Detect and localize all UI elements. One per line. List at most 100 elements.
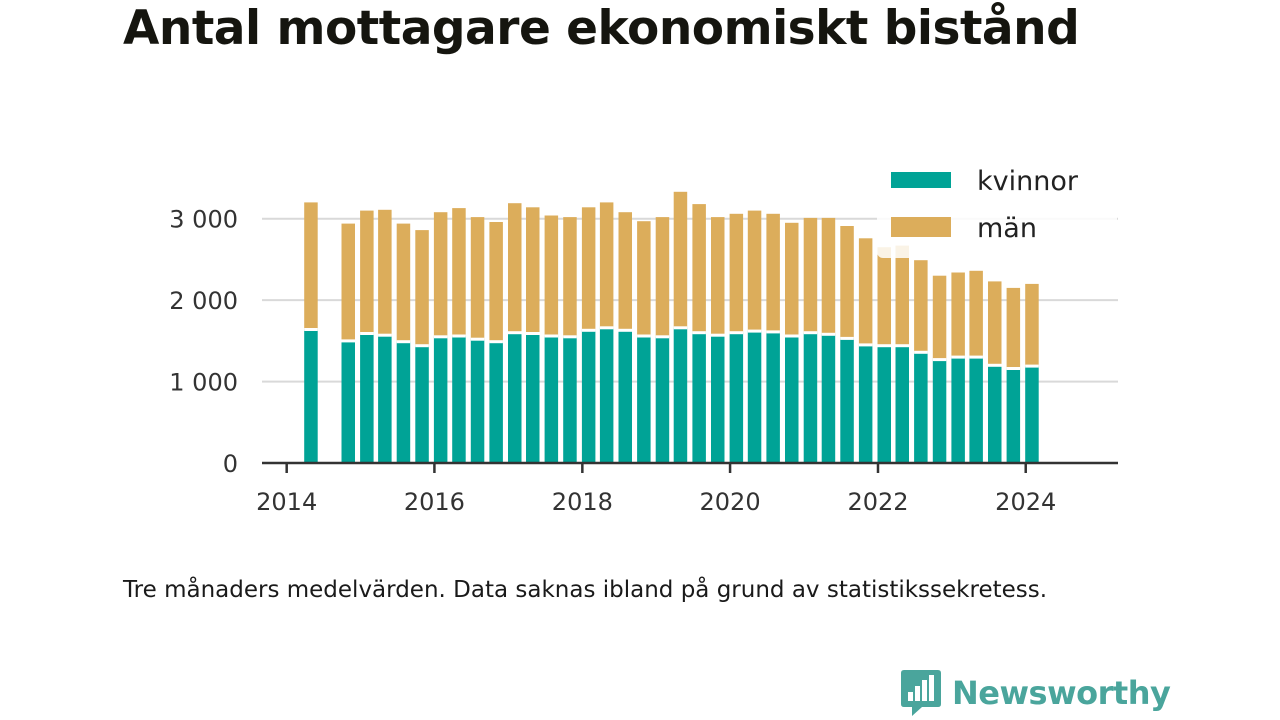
- bar-man: [969, 270, 983, 358]
- y-tick-label: 1 000: [169, 369, 238, 397]
- bar-man: [581, 207, 596, 331]
- bar-segment-separator: [766, 330, 780, 334]
- bar-segment-separator: [378, 333, 392, 337]
- bar-man: [526, 207, 540, 334]
- bar-segment-separator: [360, 332, 374, 335]
- bar-segment-separator: [655, 335, 670, 339]
- bar-kvinnor: [415, 345, 429, 463]
- bar-segment-separator: [785, 334, 799, 338]
- bar-segment-separator: [452, 334, 466, 338]
- bar-man: [433, 212, 448, 337]
- bar-kvinnor: [304, 329, 318, 463]
- bar-kvinnor: [599, 327, 614, 463]
- bar-man: [544, 215, 559, 336]
- bar-kvinnor: [396, 341, 411, 463]
- bar-man: [360, 210, 374, 334]
- bar-segment-separator: [508, 331, 522, 335]
- bar-kvinnor: [711, 335, 725, 463]
- bar-segment-separator: [673, 326, 688, 330]
- bar-segment-separator: [1006, 367, 1021, 370]
- bar-kvinnor: [766, 331, 780, 463]
- bar-kvinnor: [341, 340, 355, 463]
- bar-segment-separator: [304, 328, 318, 331]
- bar-segment-separator: [470, 337, 485, 341]
- legend-label-kvinnor: kvinnor: [977, 166, 1079, 197]
- bar-segment-separator: [599, 326, 614, 330]
- bar-kvinnor: [729, 332, 744, 463]
- bar-kvinnor: [785, 336, 799, 463]
- bar-kvinnor: [840, 338, 854, 463]
- bar-kvinnor: [673, 327, 688, 463]
- bar-segment-separator: [729, 331, 744, 335]
- bar-man: [341, 223, 355, 341]
- bar-man: [821, 217, 836, 335]
- bar-segment-separator: [637, 334, 651, 338]
- legend-swatch-kvinnor: [891, 172, 951, 188]
- bar-kvinnor: [508, 332, 522, 463]
- bar-man: [914, 260, 928, 353]
- bar-segment-separator: [433, 335, 448, 339]
- x-tick-label: 2014: [256, 488, 317, 516]
- bar-man: [747, 210, 762, 332]
- bar-segment-separator: [895, 344, 909, 348]
- bar-kvinnor: [618, 330, 632, 463]
- bar-segment-separator: [618, 328, 632, 332]
- x-tick-label: 2016: [404, 488, 465, 516]
- bar-kvinnor: [951, 357, 965, 463]
- bar-segment-separator: [341, 339, 355, 343]
- bar-kvinnor: [895, 345, 909, 463]
- bar-segment-separator: [840, 336, 854, 340]
- bar-segment-separator: [747, 329, 762, 333]
- bar-man: [840, 226, 854, 339]
- bar-kvinnor: [544, 336, 559, 463]
- brand-logo: Newsworthy: [900, 668, 1171, 718]
- bar-segment-separator: [415, 344, 429, 348]
- legend-swatch-man: [891, 217, 951, 237]
- bar-kvinnor: [581, 330, 596, 463]
- bar-kvinnor: [526, 333, 540, 463]
- y-tick-label: 0: [223, 450, 238, 478]
- bar-man: [396, 223, 411, 342]
- bar-segment-separator: [877, 344, 891, 348]
- bar-segment-separator: [544, 334, 559, 338]
- bar-man: [785, 222, 799, 336]
- bar-man: [415, 230, 429, 346]
- bar-man: [766, 213, 780, 332]
- bar-segment-separator: [803, 331, 818, 335]
- bar-kvinnor: [914, 352, 928, 463]
- bar-man: [858, 238, 873, 345]
- legend: kvinnor män: [877, 160, 1117, 258]
- bar-man: [988, 281, 1002, 366]
- bar-man: [711, 217, 725, 336]
- bar-kvinnor: [969, 357, 983, 463]
- bar-segment-separator: [951, 355, 965, 359]
- bar-man: [378, 209, 392, 336]
- bar-segment-separator: [563, 335, 577, 339]
- bar-kvinnor: [452, 336, 466, 463]
- bar-segment-separator: [914, 350, 928, 354]
- bar-segment-separator: [711, 333, 725, 337]
- bar-man: [895, 245, 909, 346]
- bar-man: [1006, 287, 1021, 369]
- bar-man: [1025, 283, 1039, 367]
- bar-kvinnor: [932, 359, 947, 463]
- newsworthy-logo-icon: [901, 670, 941, 716]
- bar-segment-separator: [969, 355, 983, 359]
- bar-segment-separator: [858, 343, 873, 347]
- bar-kvinnor: [360, 333, 374, 463]
- bar-kvinnor: [1025, 366, 1039, 463]
- bar-man: [304, 202, 318, 330]
- bar-man: [803, 217, 818, 333]
- y-tick-label: 3 000: [169, 206, 238, 234]
- bar-man: [470, 217, 485, 340]
- bar-kvinnor: [858, 344, 873, 463]
- bar-kvinnor: [470, 339, 485, 463]
- bar-man: [655, 217, 670, 337]
- x-tick-label: 2024: [995, 488, 1056, 516]
- bar-man: [618, 212, 632, 331]
- legend-label-man: män: [977, 213, 1037, 244]
- bar-segment-separator: [821, 332, 836, 336]
- bars: [304, 191, 1039, 463]
- bar-segment-separator: [1025, 364, 1039, 368]
